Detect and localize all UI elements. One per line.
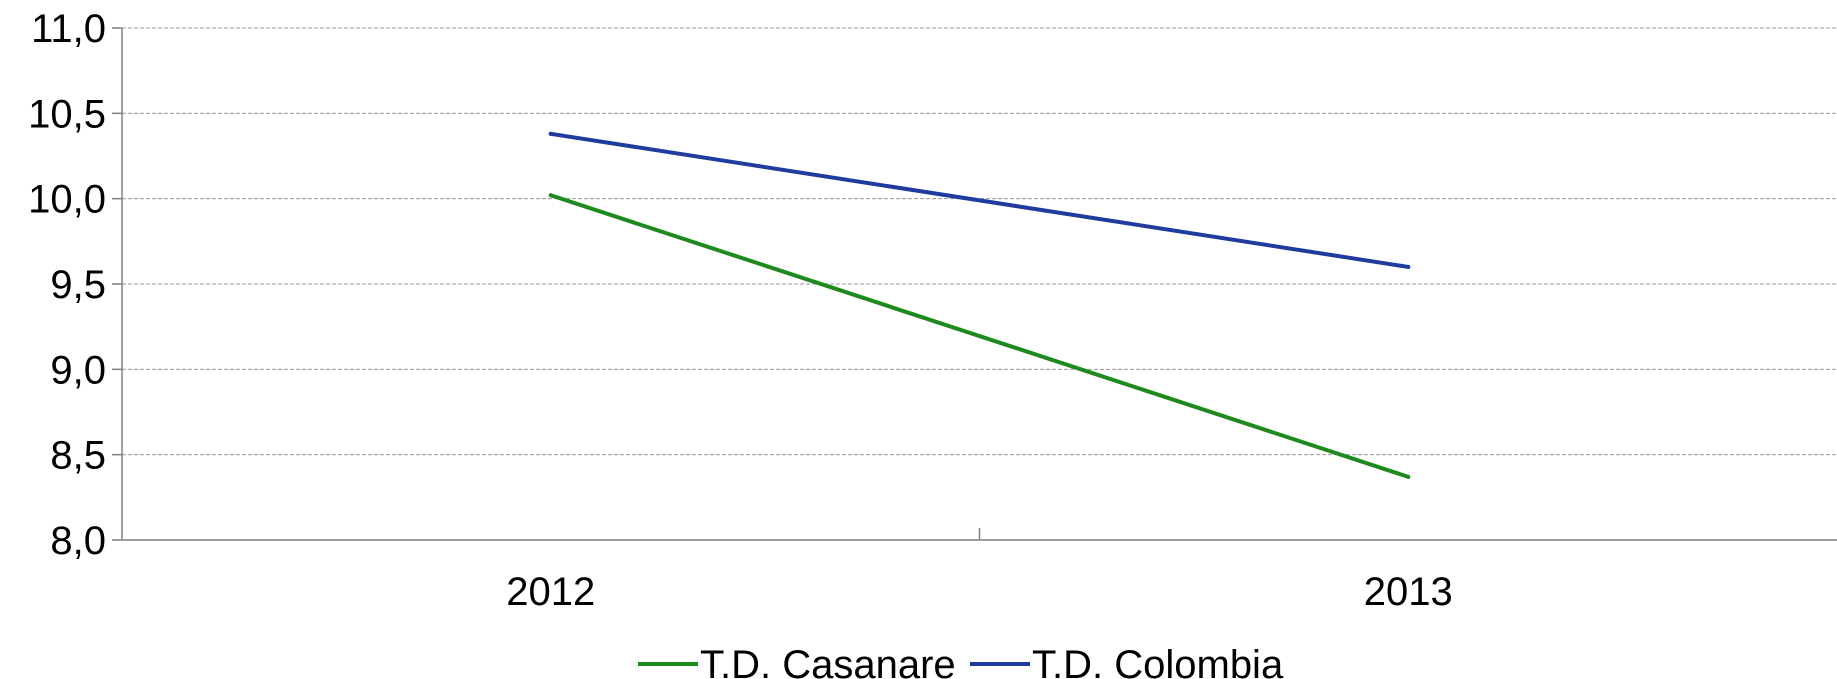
data-point [548,193,553,198]
y-tick-label: 9,5 [50,263,106,307]
legend-label: T.D. Colombia [1032,643,1284,679]
series-line-2 [548,131,1411,269]
data-point [1406,474,1411,479]
data-series [548,131,1411,479]
y-tick-label: 8,0 [50,519,106,563]
legend: T.D. Casanare T.D. Colombia [638,643,1284,679]
x-tick-label: 2013 [1364,570,1453,614]
x-tick-labels: 2012 2013 [506,570,1452,614]
legend-label: T.D. Casanare [700,643,956,679]
y-tick-label: 9,0 [50,348,106,392]
x-tick-label: 2012 [506,570,595,614]
series-line-1 [548,193,1411,479]
axes [112,27,1837,541]
y-tick-label: 8,5 [50,434,106,478]
y-tick-label: 11,0 [31,7,106,51]
y-tick-labels: 8,0 8,5 9,0 9,5 10,0 10,5 11,0 [28,7,106,563]
data-point [1406,264,1411,269]
y-tick-label: 10,5 [28,92,106,136]
grid-lines [122,27,1837,456]
y-tick-label: 10,0 [28,178,106,222]
data-point [548,131,553,136]
